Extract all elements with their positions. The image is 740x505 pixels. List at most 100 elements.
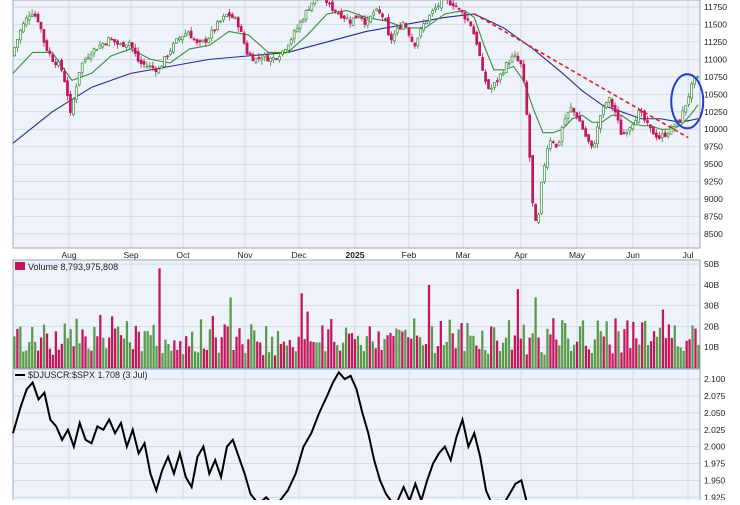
price-y-tick-label: 10000 [704,124,728,134]
candle-body [572,107,576,113]
volume-y-tick-label: 20B [704,321,719,331]
candle-body [198,40,202,43]
volume-bar [513,335,517,368]
volume-bar [481,330,484,368]
volume-bar [51,354,55,368]
volume-bar [16,328,19,368]
candle-body [219,20,222,23]
volume-bar [22,351,25,368]
candle-body [425,21,429,25]
volume-bar [694,328,697,368]
price-panel-background [12,0,701,249]
volume-bar [507,320,511,368]
volume-bar [421,345,425,368]
volume-bar [498,350,502,368]
candle-body [560,126,564,142]
candle-body [19,29,22,41]
volume-bar [336,345,339,368]
candle-body [687,96,691,105]
candle-body [554,143,558,148]
candle-body [286,44,290,51]
volume-bar [407,337,410,368]
candle-body [263,54,267,58]
volume-y-tick-label: 50B [704,259,719,269]
volume-bar [140,351,143,368]
volume-bar [116,326,120,368]
candle-body [631,123,635,130]
volume-bar [279,344,283,368]
volume-bar [235,336,238,368]
candle-body [95,49,99,51]
candle-body [145,65,149,68]
volume-bar [602,336,605,368]
volume-bar [392,335,395,368]
volume-bar [158,268,161,368]
candle-body [236,17,240,28]
candle-body [228,12,231,17]
volume-bar [267,352,271,368]
candle-body [584,128,588,137]
volume-bar [294,351,297,368]
candle-body [157,68,161,74]
volume-bar [490,326,493,368]
volume-bar [69,329,72,368]
candle-body [657,135,661,139]
candle-body [360,16,364,19]
volume-bar [315,342,318,368]
volume-bar [510,349,514,368]
volume-bars [13,268,700,368]
volume-bar [125,321,129,368]
candle-body [431,10,434,14]
candle-body [548,140,552,149]
candle-body [690,83,694,99]
candle-body [101,43,105,48]
volume-bar [321,325,324,368]
volume-bar [205,349,209,368]
candle-body [104,43,108,46]
volume-bar [102,337,105,368]
volume-bar [208,329,212,368]
volume-bar [265,326,268,368]
volume-bar [149,335,152,368]
price-x-tick-label: Jun [626,250,640,260]
candle-body [384,18,387,21]
volume-bar [75,318,78,368]
volume-panel: 10B 20B 30B 40B 50B Volume 8,793,975,808 [12,259,719,369]
candle-body [404,23,408,28]
candle-body [313,0,317,5]
price-y-tick-label: 9000 [704,194,723,204]
volume-bar [504,337,508,368]
volume-bar [170,350,173,368]
volume-bar [164,339,167,368]
candle-body [472,26,476,35]
candle-body [649,124,652,129]
volume-bar [173,340,176,368]
candle-body [339,10,343,19]
candle-body [401,22,405,30]
candle-body [110,38,113,41]
candle-body [180,36,184,41]
volume-bar [561,320,564,368]
volume-bar [401,331,404,368]
volume-bar [626,320,629,368]
volume-bar [501,342,505,368]
volume-bar [475,345,478,368]
volume-bar [380,349,383,368]
volume-bar [632,321,635,368]
candle-body [283,49,287,53]
ratio-y-axis: 1.925 1.950 1.975 2.000 2.025 2.050 2.075 2.100 [704,374,726,502]
candle-body [48,50,52,54]
volume-bar [199,319,203,368]
candle-body [607,97,611,103]
volume-bar [226,326,229,368]
volume-bar [460,323,463,368]
candle-body [201,39,205,43]
candle-body [325,0,328,3]
candle-body [510,55,514,63]
candle-body [507,62,511,65]
volume-bar [638,344,641,368]
candle-body [248,52,252,55]
volume-bar [448,319,451,368]
volume-bar [119,335,123,368]
candle-body [469,21,473,27]
